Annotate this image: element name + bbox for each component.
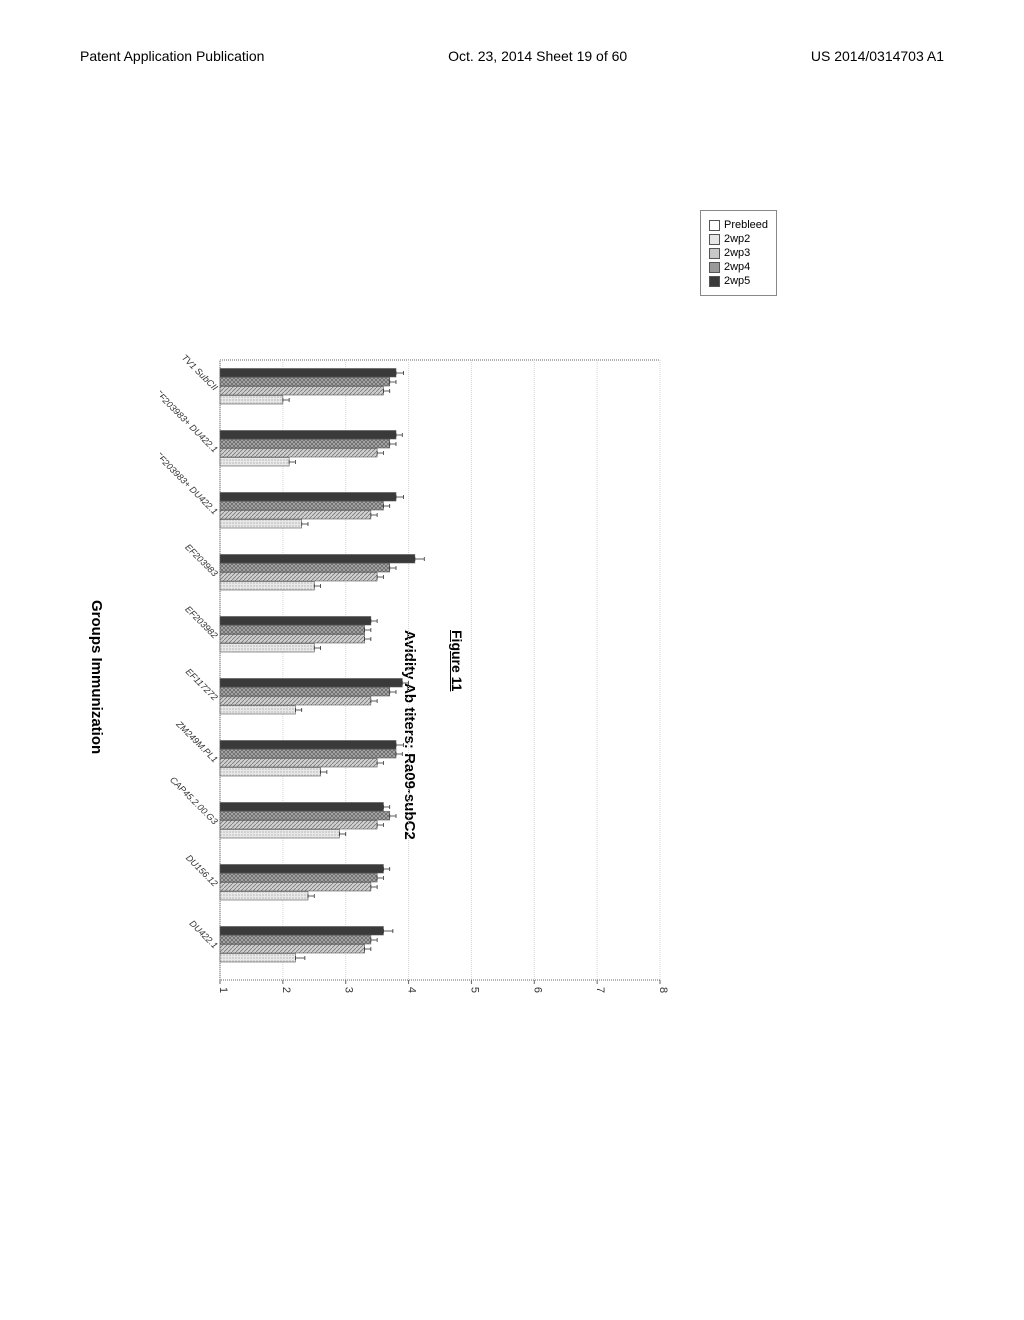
svg-text:1: 1 <box>217 987 229 993</box>
legend-swatch-icon <box>709 234 720 245</box>
svg-text:DU156.12: DU156.12 <box>184 853 220 889</box>
legend-item: 2wp3 <box>709 247 768 259</box>
legend-swatch-icon <box>709 276 720 287</box>
page-header: Patent Application Publication Oct. 23, … <box>0 48 1024 64</box>
legend-label: 2wp5 <box>724 275 750 287</box>
bar-chart: 1 2 3 4 5 6 7 8 DU422.1 DU156.12 CAP45.2.00.G3 ZM24… <box>160 180 860 1160</box>
svg-text:3: 3 <box>343 987 355 993</box>
legend-swatch-icon <box>709 248 720 259</box>
legend-swatch-icon <box>709 262 720 273</box>
svg-text:TV1 SubCII: TV1 SubCII <box>180 352 220 392</box>
svg-text:5: 5 <box>468 987 480 993</box>
svg-text:7: 7 <box>594 987 606 993</box>
figure-area: Figure 11 Avidity Ab titers: Ra09-subC2 … <box>160 180 860 1160</box>
x-axis-title: Groups Immunization <box>88 600 105 754</box>
legend-item: Prebleed <box>709 219 768 231</box>
svg-text:EF117272: EF117272 <box>184 666 220 702</box>
svg-text:2: 2 <box>280 987 292 993</box>
header-left: Patent Application Publication <box>80 48 264 64</box>
legend-item: 2wp5 <box>709 275 768 287</box>
svg-text:EF203982: EF203982 <box>183 604 219 640</box>
legend-label: Prebleed <box>724 219 768 231</box>
svg-text:EF203983: EF203983 <box>183 542 219 578</box>
svg-text:CAP45.2.00.G3: CAP45.2.00.G3 <box>168 775 220 827</box>
legend-item: 2wp4 <box>709 261 768 273</box>
header-center: Oct. 23, 2014 Sheet 19 of 60 <box>448 48 627 64</box>
svg-text:DU422.1: DU422.1 <box>187 918 219 950</box>
legend-label: 2wp3 <box>724 247 750 259</box>
legend-label: 2wp4 <box>724 261 750 273</box>
legend-swatch-icon <box>709 220 720 231</box>
svg-text:6: 6 <box>531 987 543 993</box>
svg-text:8: 8 <box>657 987 669 993</box>
legend: Prebleed 2wp2 2wp3 2wp4 2wp5 <box>700 210 777 296</box>
legend-item: 2wp2 <box>709 233 768 245</box>
legend-label: 2wp2 <box>724 233 750 245</box>
svg-text:ZM249M.PL1: ZM249M.PL1 <box>174 718 220 764</box>
header-right: US 2014/0314703 A1 <box>811 48 944 64</box>
svg-text:4: 4 <box>406 987 418 993</box>
